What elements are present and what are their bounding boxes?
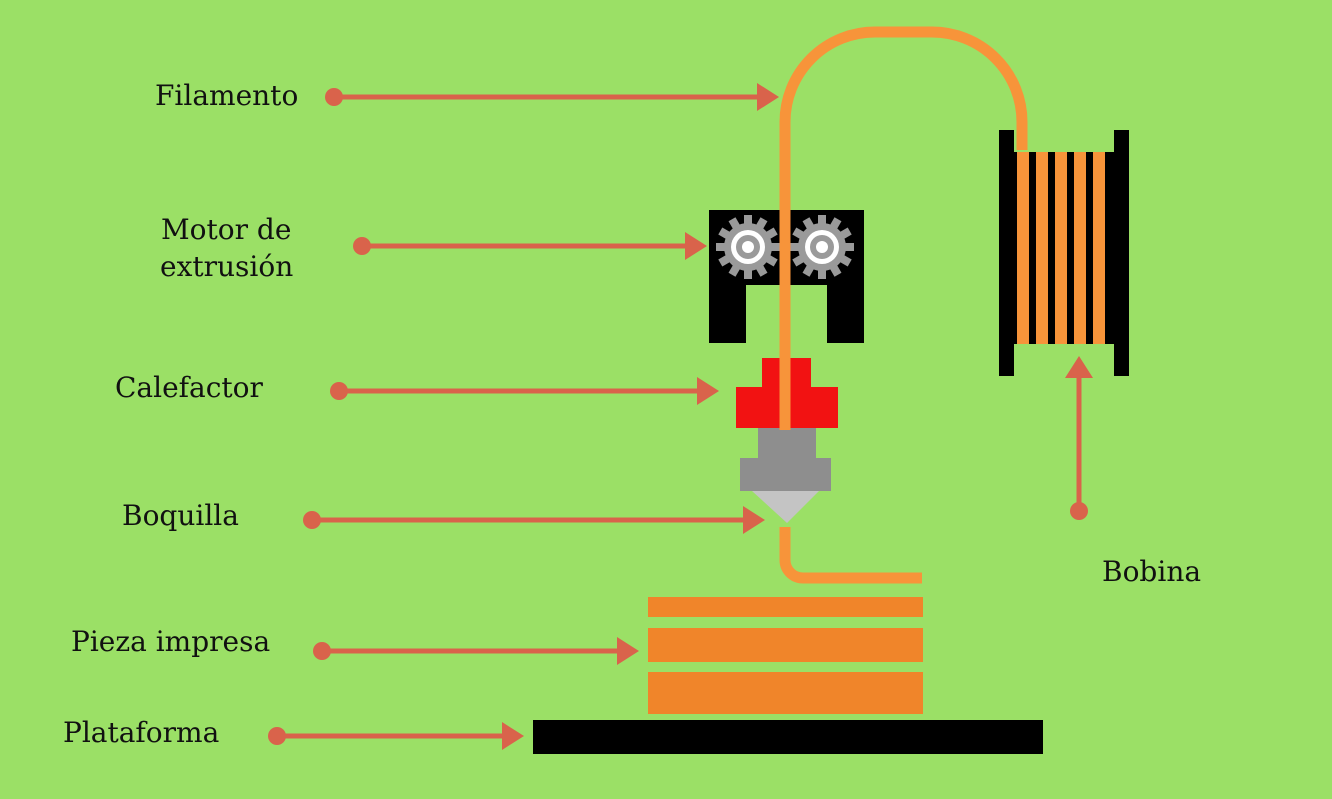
nozzle	[740, 428, 831, 523]
arrow-motor	[353, 232, 707, 260]
filament	[779, 26, 1028, 430]
extruded-filament	[779, 527, 922, 584]
platform	[533, 720, 1043, 754]
printed-part	[648, 597, 923, 714]
printed-layer	[648, 597, 923, 617]
printed-layer	[648, 628, 923, 662]
label-bobina: Bobina	[1102, 555, 1202, 588]
arrows	[268, 83, 1093, 750]
label-plataforma: Plataforma	[63, 716, 220, 749]
label-motor-line2: extrusión	[160, 250, 294, 283]
label-motor-line1: Motor de	[161, 213, 292, 246]
arrow-boquilla	[303, 506, 765, 534]
arrow-plataforma	[268, 722, 524, 750]
label-pieza-impresa: Pieza impresa	[71, 625, 271, 658]
arrow-calefactor	[330, 377, 719, 405]
spool-icon	[999, 130, 1129, 376]
spool-flange-right	[1114, 130, 1129, 376]
printed-layer	[648, 672, 923, 714]
arrow-pieza	[313, 637, 639, 665]
label-boquilla: Boquilla	[122, 499, 239, 532]
spool-flange-left	[999, 130, 1014, 376]
arrow-filamento	[325, 83, 779, 111]
arrow-bobina	[1065, 356, 1093, 520]
label-calefactor: Calefactor	[115, 371, 263, 404]
label-filamento: Filamento	[155, 79, 299, 112]
